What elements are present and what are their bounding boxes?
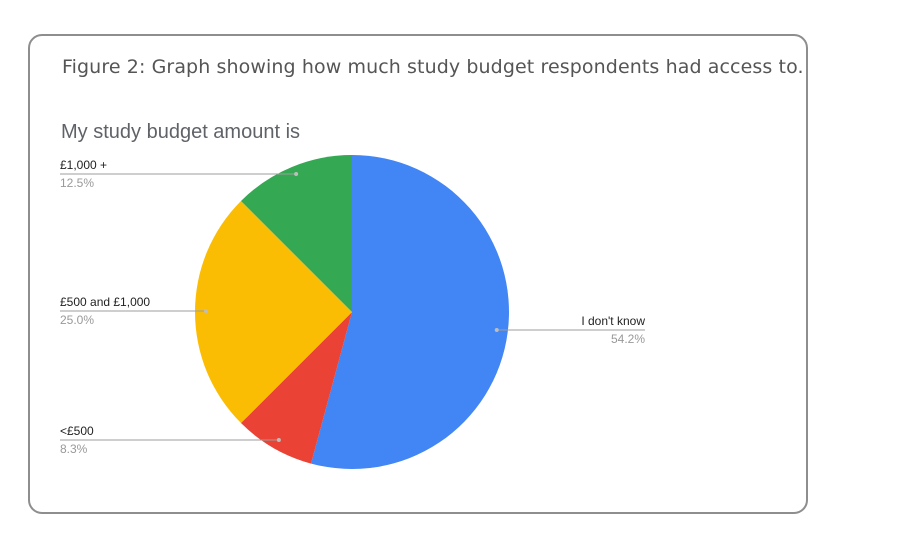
pie-slice-i-don-t-know [311, 155, 510, 470]
leader-dot [203, 309, 208, 313]
slice-percent-label: 12.5% [60, 176, 94, 190]
leader-dot [294, 172, 299, 176]
leader-dot [276, 438, 281, 442]
slice-label: I don't know [581, 314, 645, 328]
slice-label: £500 and £1,000 [60, 295, 150, 309]
slice-percent-label: 25.0% [60, 313, 94, 327]
figure-caption: Figure 2: Graph showing how much study b… [62, 56, 804, 78]
slice-label: <£500 [60, 424, 94, 438]
pie-slice-500 [240, 312, 352, 464]
slice-label: £1,000 + [60, 158, 107, 172]
slice-percent-label: 54.2% [611, 332, 645, 346]
leader-dot [494, 328, 499, 332]
chart-title: My study budget amount is [61, 121, 301, 143]
slice-percent-label: 8.3% [60, 442, 88, 456]
pie-slice-1-000 [240, 155, 352, 312]
pie-slice-500-and-1-000 [194, 200, 352, 424]
